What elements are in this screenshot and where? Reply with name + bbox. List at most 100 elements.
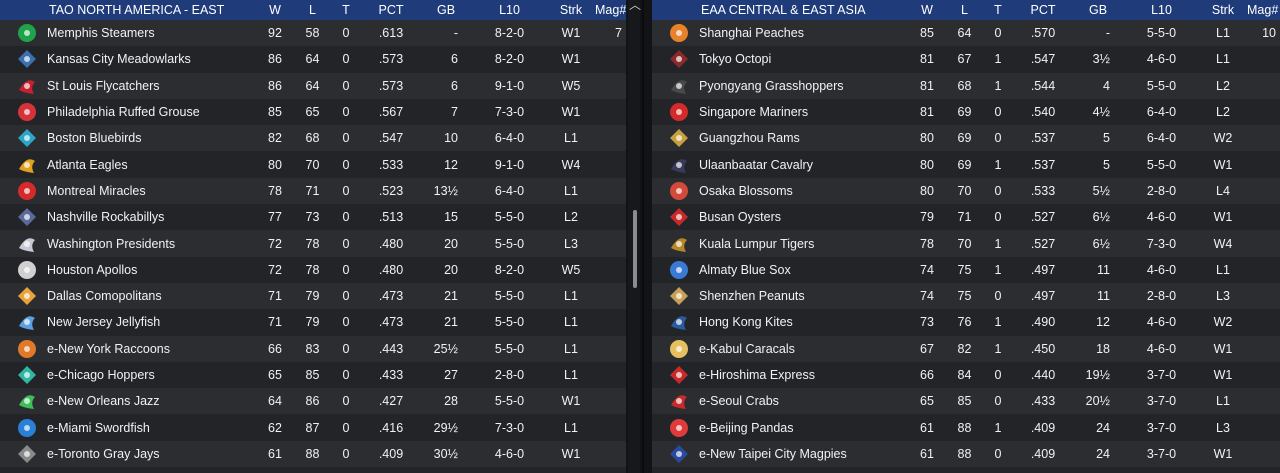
team-cell[interactable]: e-Miami Swordfish [0, 414, 255, 440]
standings-row[interactable]: Boston Bluebirds 82 68 0 .547 10 6-4-0 L1 [0, 125, 626, 152]
magic-number-header[interactable]: Mag# [1247, 3, 1279, 17]
wins-header[interactable]: W [921, 3, 933, 17]
team-name[interactable]: Washington Presidents [47, 236, 176, 251]
wins-header[interactable]: W [269, 3, 281, 17]
team-cell[interactable]: e-New York Raccoons [0, 336, 255, 362]
ties-header[interactable]: T [994, 3, 1002, 17]
standings-row[interactable]: Guangzhou Rams 80 69 0 .537 5 6-4-0 W2 [652, 125, 1280, 152]
streak-header[interactable]: Strk [559, 3, 583, 17]
standings-row[interactable]: Pyongyang Grasshoppers 81 68 1 .544 4 5-5-0 L2 [652, 72, 1280, 99]
team-cell[interactable]: Nashville Rockabillys [0, 204, 255, 230]
losses-header[interactable]: L [961, 3, 968, 17]
standings-row[interactable]: Kansas City Meadowlarks 86 64 0 .573 6 8-2-0 W1 [0, 46, 626, 73]
standings-row[interactable]: Shanghai Peaches 85 64 0 .570 - 5-5-0 L1 10 [652, 20, 1280, 47]
team-name[interactable]: Montreal Miracles [47, 183, 146, 198]
standings-row[interactable]: e-Chicago Hoppers 65 85 0 .433 27 2-8-0 L1 [0, 361, 626, 389]
standings-row[interactable]: e-Toronto Gray Jays 61 88 0 .409 30½ 4-6-0 W1 [0, 440, 626, 468]
team-name[interactable]: Hong Kong Kites [699, 315, 793, 330]
losses-header[interactable]: L [309, 3, 316, 17]
team-cell[interactable]: e-Seoul Crabs [652, 388, 907, 414]
standings-row[interactable]: Ulaanbaatar Cavalry 80 69 1 .537 5 5-5-0 W1 [652, 151, 1280, 178]
team-cell[interactable]: Tokyo Octopi [652, 46, 907, 72]
team-name[interactable]: Shanghai Peaches [699, 26, 804, 41]
team-name[interactable]: Nashville Rockabillys [47, 210, 165, 225]
standings-row[interactable]: Almaty Blue Sox 74 75 1 .497 11 4-6-0 L1 [652, 256, 1280, 283]
team-name[interactable]: Tokyo Octopi [699, 52, 772, 67]
scrollbar-thumb[interactable] [633, 210, 637, 288]
pct-header[interactable]: PCT [378, 3, 404, 17]
team-cell[interactable]: Philadelphia Ruffed Grouse [0, 99, 255, 125]
team-cell[interactable]: e-New Orleans Jazz [0, 388, 255, 414]
team-name[interactable]: e-Toronto Gray Jays [47, 446, 160, 461]
division-name-header[interactable]: TAO NORTH AMERICA - EAST [49, 3, 225, 17]
standings-row[interactable]: e-Beijing Pandas 61 88 1 .409 24 3-7-0 L3 [652, 414, 1280, 441]
team-cell[interactable]: Memphis Steamers [0, 20, 255, 46]
standings-row[interactable]: Kuala Lumpur Tigers 78 70 1 .527 6½ 7-3-0 W4 [652, 230, 1280, 257]
team-cell[interactable]: e-Kabul Caracals [652, 336, 907, 362]
team-name[interactable]: St Louis Flycatchers [47, 78, 160, 93]
team-cell[interactable]: e-Hiroshima Express [652, 362, 907, 388]
standings-row[interactable]: e-New York Raccoons 66 83 0 .443 25½ 5-5-0 L1 [0, 335, 626, 362]
team-cell[interactable]: Almaty Blue Sox [652, 257, 907, 283]
team-name[interactable]: Singapore Mariners [699, 105, 809, 120]
gb-header[interactable]: GB [1088, 3, 1108, 17]
standings-row[interactable]: e-Seoul Crabs 65 85 0 .433 20½ 3-7-0 L1 [652, 388, 1280, 415]
team-cell[interactable]: Kansas City Meadowlarks [0, 46, 255, 72]
team-cell[interactable]: Dallas Comopolitans [0, 283, 255, 309]
team-cell[interactable]: Singapore Mariners [652, 99, 907, 125]
standings-row[interactable]: Tokyo Octopi 81 67 1 .547 3½ 4-6-0 L1 [652, 46, 1280, 73]
team-name[interactable]: Atlanta Eagles [47, 157, 128, 172]
team-cell[interactable]: Pyongyang Grasshoppers [652, 73, 907, 99]
streak-header[interactable]: Strk [1211, 3, 1235, 17]
team-cell[interactable]: Osaka Blossoms [652, 178, 907, 204]
ties-header[interactable]: T [342, 3, 350, 17]
l10-header[interactable]: L10 [499, 3, 520, 17]
team-name[interactable]: Boston Bluebirds [47, 131, 142, 146]
magic-number-header[interactable]: Mag# [595, 3, 626, 17]
team-cell[interactable]: Montreal Miracles [0, 178, 255, 204]
team-cell[interactable]: Washington Presidents [0, 230, 255, 256]
standings-row[interactable]: Osaka Blossoms 80 70 0 .533 5½ 2-8-0 L4 [652, 177, 1280, 205]
standings-row[interactable]: St Louis Flycatchers 86 64 0 .573 6 9-1-0 W5 [0, 72, 626, 99]
standings-row[interactable]: e-Hiroshima Express 66 84 0 .440 19½ 3-7-0 W1 [652, 361, 1280, 389]
team-name[interactable]: e-New Taipei City Magpies [699, 446, 847, 461]
team-name[interactable]: e-Beijing Pandas [699, 420, 794, 435]
team-cell[interactable]: Shenzhen Peanuts [652, 283, 907, 309]
team-cell[interactable]: Kuala Lumpur Tigers [652, 230, 907, 256]
team-name[interactable]: Shenzhen Peanuts [699, 289, 805, 304]
standings-row[interactable]: Philadelphia Ruffed Grouse 85 65 0 .567 7 7-3-… [0, 98, 626, 126]
team-name[interactable]: Busan Oysters [699, 210, 781, 225]
standings-row[interactable]: e-New Orleans Jazz 64 86 0 .427 28 5-5-0 W1 [0, 388, 626, 415]
standings-row[interactable]: New Jersey Jellyfish 71 79 0 .473 21 5-5-0 L1 [0, 309, 626, 336]
team-name[interactable]: Guangzhou Rams [699, 131, 800, 146]
team-name[interactable]: Philadelphia Ruffed Grouse [47, 105, 200, 120]
standings-row[interactable]: Houston Apollos 72 78 0 .480 20 8-2-0 W5 [0, 256, 626, 283]
team-cell[interactable]: e-Toronto Gray Jays [0, 441, 255, 467]
scroll-up-icon[interactable]: ︿ [629, 0, 642, 12]
standings-row[interactable]: Hong Kong Kites 73 76 1 .490 12 4-6-0 W2 [652, 309, 1280, 336]
standings-row[interactable]: Montreal Miracles 78 71 0 .523 13½ 6-4-0 L1 [0, 177, 626, 205]
team-cell[interactable]: St Louis Flycatchers [0, 73, 255, 99]
team-name[interactable]: Kansas City Meadowlarks [47, 52, 191, 67]
team-cell[interactable]: New Jersey Jellyfish [0, 309, 255, 335]
team-cell[interactable]: e-Chicago Hoppers [0, 362, 255, 388]
team-name[interactable]: Osaka Blossoms [699, 183, 793, 198]
team-name[interactable]: e-Chicago Hoppers [47, 368, 155, 382]
team-name[interactable]: Almaty Blue Sox [699, 262, 791, 277]
standings-row[interactable]: Atlanta Eagles 80 70 0 .533 12 9-1-0 W4 [0, 151, 626, 178]
standings-row[interactable]: Dallas Comopolitans 71 79 0 .473 21 5-5-0 L1 [0, 282, 626, 310]
standings-row[interactable]: Singapore Mariners 81 69 0 .540 4½ 6-4-0 L2 [652, 98, 1280, 126]
standings-row[interactable]: Nashville Rockabillys 77 73 0 .513 15 5-5-0 L2 [0, 204, 626, 231]
standings-row[interactable]: e-Miami Swordfish 62 87 0 .416 29½ 7-3-0 L1 [0, 414, 626, 441]
team-name[interactable]: Pyongyang Grasshoppers [699, 78, 844, 93]
team-cell[interactable]: Shanghai Peaches [652, 20, 907, 46]
team-name[interactable]: e-Kabul Caracals [699, 341, 795, 356]
l10-header[interactable]: L10 [1151, 3, 1172, 17]
team-name[interactable]: e-Hiroshima Express [699, 368, 816, 382]
team-name[interactable]: e-New Orleans Jazz [47, 394, 160, 409]
standings-row[interactable]: Memphis Steamers 92 58 0 .613 - 8-2-0 W1 7 [0, 20, 626, 47]
team-cell[interactable]: e-New Taipei City Magpies [652, 441, 907, 467]
standings-row[interactable]: Busan Oysters 79 71 0 .527 6½ 4-6-0 W1 [652, 204, 1280, 231]
standings-row[interactable]: e-New Taipei City Magpies 61 88 0 .409 24 3-7-… [652, 440, 1280, 468]
team-cell[interactable]: Busan Oysters [652, 204, 907, 230]
